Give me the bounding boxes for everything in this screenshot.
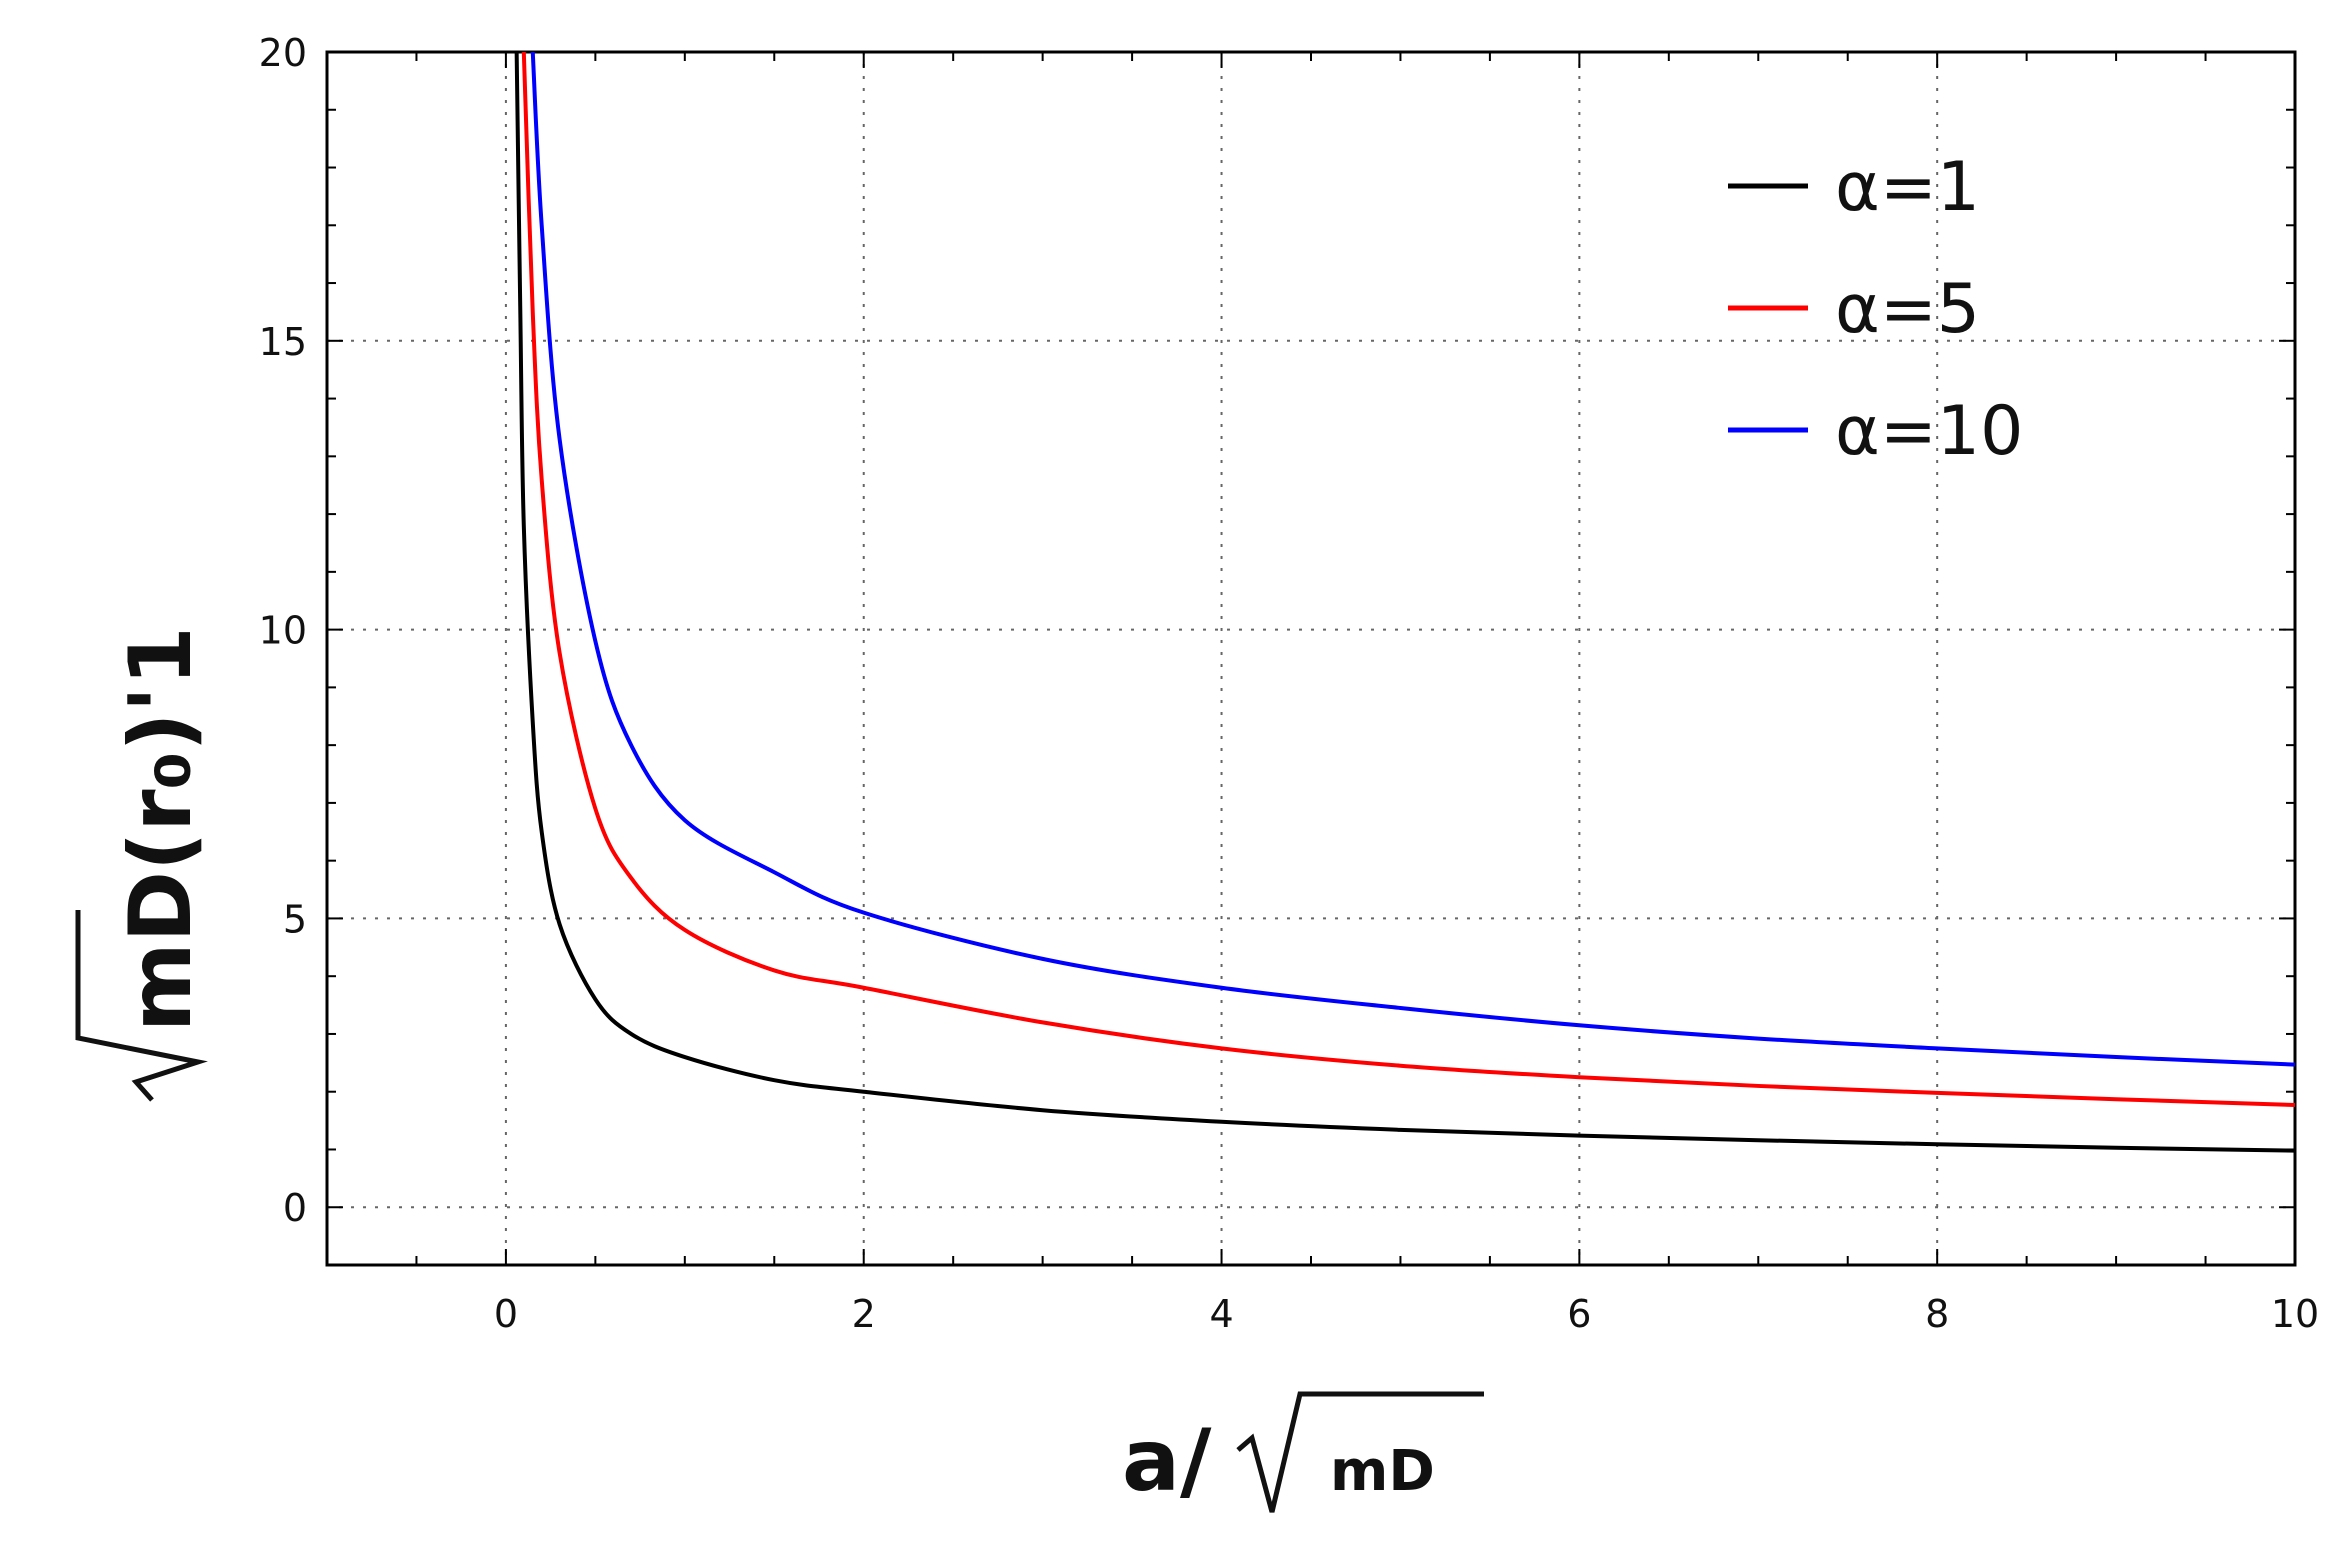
x-axis-title-mD: mD — [1330, 1439, 1435, 1504]
x-axis-title-a: a/ — [1122, 1411, 1212, 1511]
y-sqrt-sign — [75, 910, 208, 1102]
series-line-2 — [521, 51, 2296, 1107]
x-axis-title: a/ mD — [1122, 1391, 1484, 1513]
y-axis-title: mD(r₀)'1 — [75, 626, 211, 1102]
x-tick-label: 10 — [2271, 1292, 2319, 1336]
y-tick-label: 5 — [283, 897, 307, 941]
x-tick-label: 6 — [1567, 1292, 1591, 1336]
series-lines — [514, 51, 2296, 1153]
y-axis-title-text: mD(r₀)'1 — [111, 626, 211, 1032]
legend-label-1: α=1 — [1835, 148, 1980, 227]
legend-label-2: α=5 — [1835, 270, 1980, 349]
y-tick-label: 10 — [259, 609, 307, 653]
series-line-3 — [530, 51, 2296, 1067]
series-line-1 — [514, 51, 2296, 1153]
x-tick-label: 2 — [852, 1292, 876, 1336]
legend: α=1 α=5 α=10 — [1728, 148, 2023, 471]
legend-label-3: α=10 — [1835, 392, 2023, 471]
axis-ticks: 0 2 4 6 8 10 0 5 10 15 20 — [259, 31, 2320, 1336]
x-tick-label: 4 — [1209, 1292, 1233, 1336]
y-tick-label: 0 — [283, 1186, 307, 1230]
plot-frame — [325, 50, 2297, 1267]
y-tick-label: 20 — [259, 31, 307, 75]
x-tick-label: 0 — [494, 1292, 518, 1336]
grid — [327, 52, 2295, 1265]
x-tick-label: 8 — [1925, 1292, 1949, 1336]
y-tick-label: 15 — [259, 320, 307, 364]
x-sqrt-sign — [1236, 1391, 1484, 1513]
